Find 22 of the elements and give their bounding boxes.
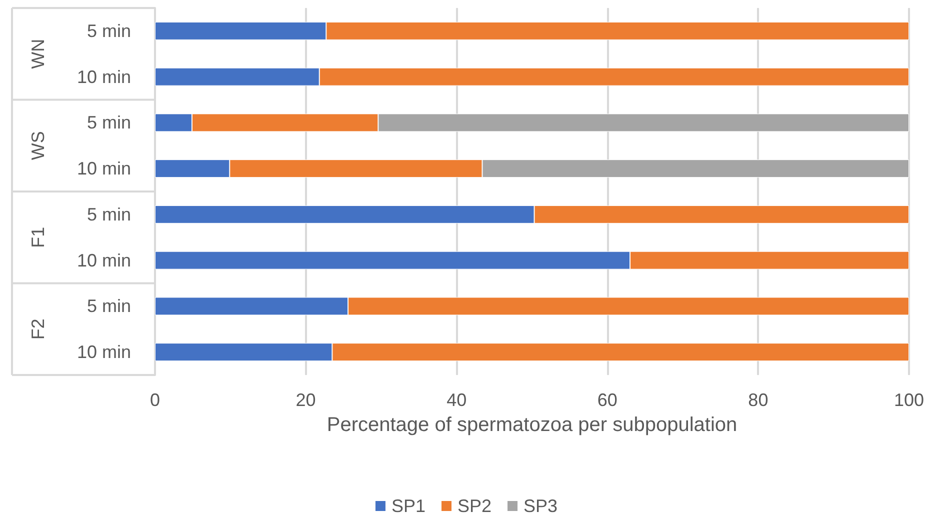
- y-tick-label: 10 min: [76, 342, 131, 362]
- y-tick-label: 5 min: [86, 296, 131, 316]
- text: WN: [28, 38, 48, 69]
- x-tick-label: 20: [296, 390, 316, 410]
- x-tick-label: 100: [894, 390, 924, 410]
- legend-label: SP2: [457, 496, 492, 516]
- legend-label: SP3: [524, 496, 558, 516]
- text: WS: [28, 131, 48, 160]
- y-tick-label: 10 min: [76, 66, 131, 87]
- y-tick-label: 10 min: [76, 250, 131, 270]
- x-tick-label: 0: [150, 390, 160, 410]
- y-tick-label: 5 min: [86, 112, 131, 133]
- y-tick-label: 10 min: [76, 158, 131, 179]
- legend-label: SP1: [391, 496, 426, 516]
- x-tick-label: 80: [748, 390, 768, 410]
- x-axis-title: Percentage of spermatozoa per subpopulation: [326, 414, 738, 436]
- y-tick-label: 5 min: [86, 204, 131, 224]
- text: F1: [28, 226, 48, 248]
- y-tick-label: 5 min: [86, 20, 131, 41]
- x-tick-label: 40: [446, 390, 467, 410]
- x-tick-label: 60: [597, 390, 618, 410]
- text: F2: [28, 318, 48, 340]
